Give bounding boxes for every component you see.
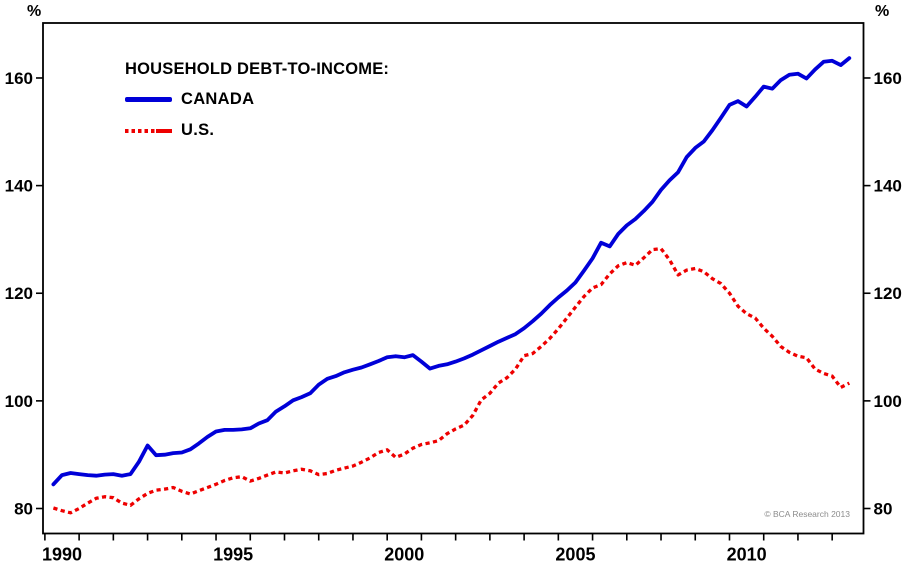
y-axis-label-right: 80 (874, 500, 893, 519)
plot-border (42, 22, 865, 535)
chart-title: HOUSEHOLD DEBT-TO-INCOME: (125, 60, 390, 78)
legend-label-us: U.S. (181, 121, 215, 139)
y-axis-label-right: 100 (874, 392, 902, 411)
x-axis-label: 1995 (213, 545, 253, 565)
y-axis-label-left: 160 (5, 69, 33, 88)
y-axis-unit-right: % (875, 3, 890, 20)
x-axis-label: 2010 (727, 545, 767, 565)
legend: HOUSEHOLD DEBT-TO-INCOME: CANADA U.S. (125, 60, 390, 139)
us-line-swatch (125, 128, 172, 133)
x-axis-label: 2000 (384, 545, 424, 565)
y-axis-label-left: 100 (5, 392, 33, 411)
legend-label-canada: CANADA (181, 90, 255, 108)
y-axis-label-left: 120 (5, 284, 33, 303)
legend-item-canada: CANADA (125, 90, 254, 109)
canada-line-swatch (125, 97, 172, 102)
y-axis-label-right: 160 (874, 69, 902, 88)
y-axis-label-left: 140 (5, 177, 33, 196)
y-axis-unit-left: % (27, 3, 42, 20)
legend-item-us: U.S. (125, 121, 214, 140)
x-axis-label: 1990 (42, 545, 82, 565)
x-axis-label: 2005 (555, 545, 595, 565)
y-axis-label-left: 80 (14, 500, 33, 519)
copyright-note: © BCA Research 2013 (764, 509, 850, 519)
canada-line (51, 56, 852, 487)
y-axis-label-right: 120 (874, 284, 902, 303)
us-line (52, 246, 851, 515)
y-axis-label-right: 140 (874, 177, 902, 196)
